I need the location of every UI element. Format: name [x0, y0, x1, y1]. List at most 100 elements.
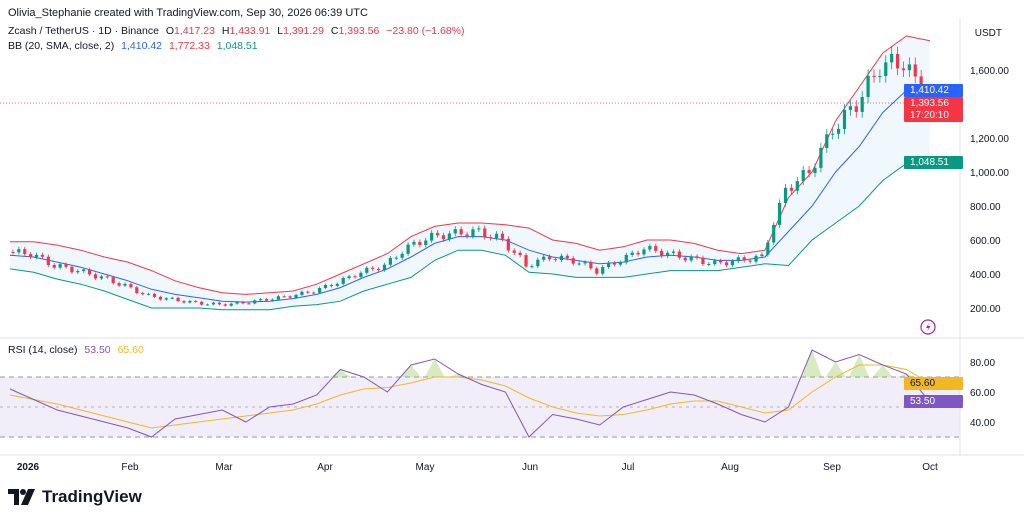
candle-body [88, 269, 92, 275]
candle-body [447, 233, 451, 240]
symbol-legend[interactable]: Zcash / TetherUS · 1D · Binance O1,417.2… [8, 25, 469, 37]
countdown-tag: 17:20:10 [904, 109, 963, 122]
rsi-legend[interactable]: RSI (14, close) 53.50 65.60 [8, 344, 148, 356]
candle-body [353, 276, 357, 278]
low-value: 1,391.29 [283, 25, 324, 37]
rsi-ma-value: 65.60 [117, 344, 144, 356]
candle-body [430, 232, 434, 241]
candle-body [807, 170, 811, 173]
candle-body [211, 302, 216, 305]
candle-body [459, 229, 463, 235]
candle-body [412, 241, 416, 245]
time-tick-label: Apr [317, 462, 333, 473]
candle-body [548, 256, 552, 260]
candle-body [471, 229, 475, 237]
candle-body [854, 106, 858, 112]
candle-body [565, 255, 569, 259]
candle-body [477, 228, 481, 230]
candle-body [754, 256, 758, 262]
candle-body [70, 266, 74, 273]
candle-body [406, 244, 410, 254]
candle-body [347, 276, 351, 279]
candle-body [483, 228, 487, 238]
bb-label: BB (20, SMA, close, 2) [8, 40, 115, 52]
candle-body [318, 288, 322, 293]
currency-label[interactable]: USDT [974, 28, 1002, 39]
candle-body [760, 254, 764, 257]
rsi-line [9, 349, 931, 438]
candle-body [553, 259, 558, 261]
candle-body [11, 251, 15, 253]
candle-body [40, 254, 45, 257]
candle-body [382, 264, 387, 270]
rsi-band [0, 377, 960, 437]
candle-body [660, 250, 664, 257]
candle-body [282, 296, 286, 298]
bb-upper-line [10, 35, 931, 295]
candle-body [229, 303, 233, 306]
rsi-ma-line [9, 364, 931, 429]
candle-body [424, 240, 428, 246]
candle-body [524, 255, 528, 267]
candle-body [831, 133, 835, 135]
candle-body [559, 255, 564, 260]
price-tick-label: 1,600.00 [970, 66, 1009, 77]
rsi-overbought-fill [330, 350, 917, 377]
candle-body [235, 301, 239, 304]
basis-price-tag: 1,410.42 [904, 84, 963, 97]
candle-body [913, 64, 917, 77]
rsi-label: RSI (14, close) [8, 344, 78, 356]
candle-body [82, 269, 86, 272]
time-tick-label: May [416, 462, 435, 473]
candle-body [312, 292, 316, 294]
candle-body [494, 233, 499, 238]
candle-body [259, 299, 263, 301]
candle-body [500, 233, 505, 239]
candle-body [306, 291, 310, 293]
time-tick-label: 2026 [17, 462, 40, 473]
candle-body [141, 293, 145, 295]
candle-body [654, 246, 658, 251]
candle-body [58, 264, 62, 268]
candle-body [801, 170, 805, 182]
price-tick-label: 1,000.00 [970, 168, 1009, 179]
rsi-tick-label: 40.00 [970, 418, 995, 429]
candle-body [135, 287, 139, 294]
chart-canvas[interactable]: 1,600.00 1,200.00 1,000.00 800.00 600.00 400.… [0, 0, 1024, 480]
candle-body [52, 264, 56, 268]
candle-body [901, 68, 906, 71]
candle-body [34, 254, 39, 257]
candle-body [730, 261, 735, 266]
candle-body [512, 250, 516, 253]
tradingview-logo[interactable]: TradingView [8, 487, 142, 507]
candle-body [17, 249, 21, 253]
bb-upper-value: 1,772.33 [168, 40, 210, 52]
candle-body [152, 293, 157, 297]
bb-basis-value: 1,410.42 [121, 40, 163, 52]
candle-body [742, 257, 746, 261]
candle-body [288, 296, 292, 298]
price-axis: 1,600.00 1,200.00 1,000.00 800.00 600.00 400.… [970, 66, 1009, 315]
time-tick-label: Aug [721, 462, 739, 473]
candle-body [188, 300, 192, 303]
ohlc-low: L1,391.29 [277, 25, 324, 37]
bb-legend[interactable]: BB (20, SMA, close, 2) 1,410.42 1,772.33… [8, 40, 262, 52]
bb-lower-line [9, 162, 931, 311]
candle-body [583, 262, 587, 264]
candle-body [612, 262, 617, 265]
time-axis: 2026 Feb Mar Apr May Jun Jul Aug Sep Oct [17, 462, 938, 473]
candle-body [606, 262, 611, 268]
candle-body [300, 291, 304, 295]
time-tick-label: Feb [121, 462, 139, 473]
candle-body [465, 234, 469, 237]
open-label: O [165, 25, 175, 37]
candles [11, 46, 929, 307]
candle-body [176, 297, 180, 302]
high-value: 1,433.91 [229, 25, 271, 37]
candle-body [123, 283, 127, 286]
candle-body [453, 229, 457, 234]
time-tick-label: Jun [522, 462, 538, 473]
tradingview-icon [8, 489, 35, 505]
candle-body [542, 256, 546, 260]
candle-body [813, 167, 817, 173]
